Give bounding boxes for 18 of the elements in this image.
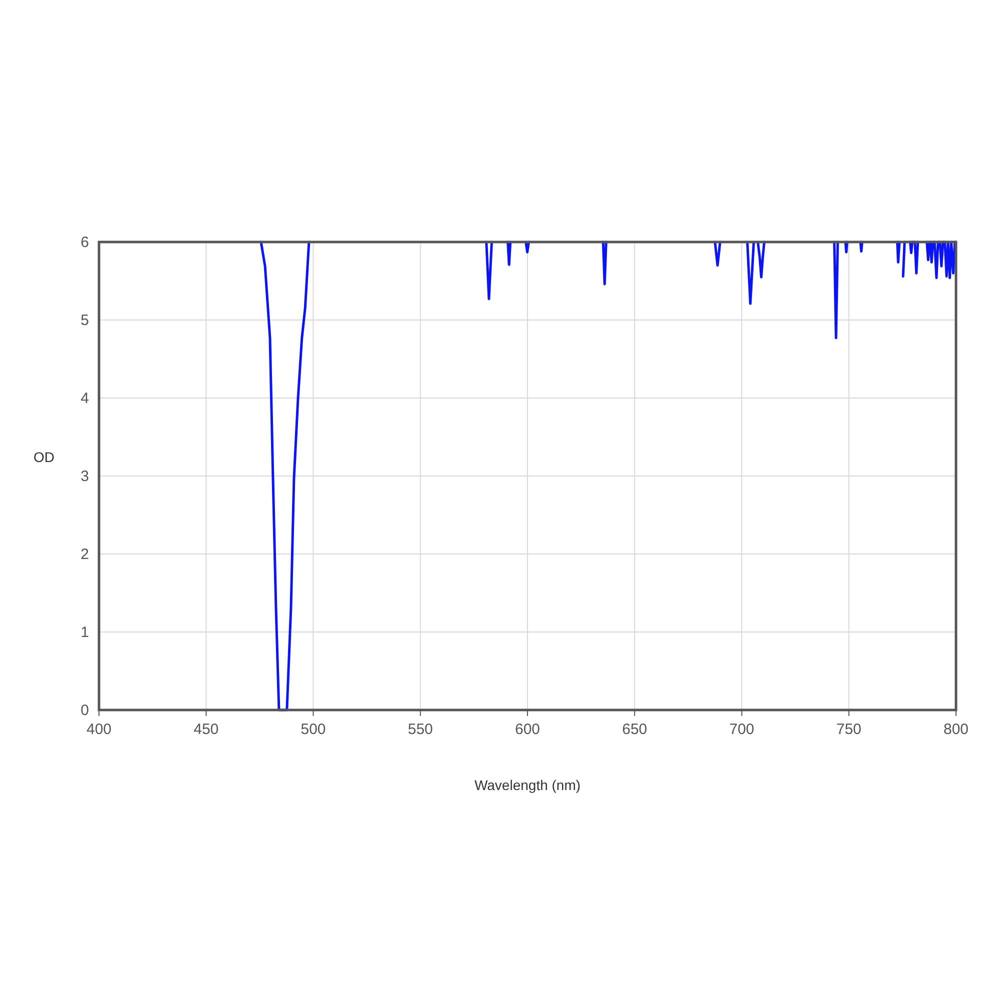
x-tick-label: 500 xyxy=(300,721,326,738)
y-tick-label: 2 xyxy=(80,546,89,563)
x-tick-label: 600 xyxy=(514,721,540,738)
y-tick-label: 6 xyxy=(80,234,89,251)
x-tick-label: 450 xyxy=(194,721,219,738)
x-axis-title: Wavelength (nm) xyxy=(474,777,581,793)
y-axis-title: OD xyxy=(34,449,54,465)
y-tick-label: 3 xyxy=(80,468,89,485)
y-tick-label: 4 xyxy=(80,390,89,407)
y-tick-label: 5 xyxy=(80,312,89,329)
x-tick-label: 750 xyxy=(836,721,862,738)
y-tick-label: 0 xyxy=(80,702,89,719)
x-tick-label: 650 xyxy=(622,721,648,738)
x-tick-label: 400 xyxy=(86,721,112,738)
y-tick-label: 1 xyxy=(80,624,89,641)
x-tick-label: 800 xyxy=(943,721,969,738)
x-tick-label: 550 xyxy=(408,721,433,738)
x-tick-label: 700 xyxy=(729,721,754,738)
